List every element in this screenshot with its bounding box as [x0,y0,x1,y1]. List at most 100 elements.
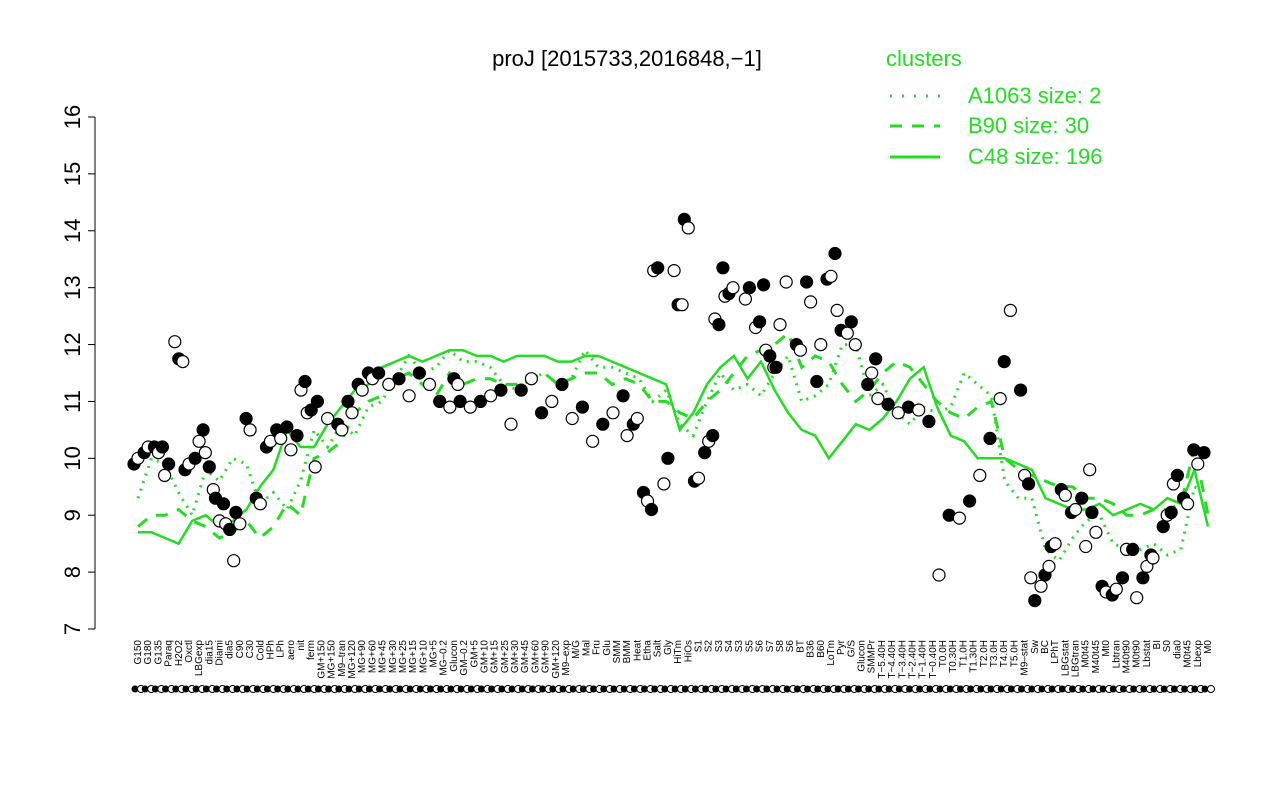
data-point [1156,519,1170,534]
x-tick-label: T−1.40H [918,640,929,679]
data-point [881,397,895,411]
data-point [402,389,416,403]
data-point [983,431,997,445]
x-marker-filled [427,685,435,693]
x-marker-filled [590,685,598,693]
x-tick-label: Sw [1030,639,1041,654]
x-marker-filled [844,685,852,693]
data-point [716,261,730,275]
x-tick-label: Pyr [836,639,847,655]
x-marker-filled [1048,685,1056,693]
x-marker-filled [1170,685,1178,693]
data-point [657,477,671,491]
data-point [1068,502,1083,517]
data-point [504,417,518,431]
x-tick-label: B36 [806,640,817,658]
x-marker-filled [325,685,333,693]
data-point [1024,571,1038,585]
data-point [335,423,349,437]
x-marker-filled [1018,685,1026,693]
x-marker-filled [936,685,944,693]
x-tick-label: HiTm [673,640,684,664]
x-marker-filled [345,685,353,693]
x-marker-filled [641,685,649,693]
data-point [973,468,987,482]
x-tick-label: S3 [714,640,725,653]
legend-entry-b90: B90 size: 30 [968,113,1089,138]
x-tick-label: G/S [846,640,857,658]
y-tick-label: 10 [60,446,85,470]
x-marker-filled [987,685,995,693]
x-marker-filled [1058,685,1066,693]
x-tick-label: M0 [1203,640,1214,654]
x-tick-label: GM+90 [541,640,552,674]
x-marker-filled [518,685,526,693]
data-point [239,411,253,426]
x-tick-label: GM+45 [520,640,531,674]
x-tick-label: LPhT [1050,640,1061,664]
y-tick-label: 8 [60,566,85,578]
x-tick-label: GM+150 [316,640,327,679]
data-point [243,423,257,437]
x-tick-label: T1.30H [969,640,980,673]
x-marker-filled [498,685,506,693]
x-tick-label: Glucon [449,640,460,672]
data-point [223,522,237,537]
x-tick-label: T0.30H [948,640,959,673]
x-tick-label: Cold [255,640,266,661]
x-tick-label: BI [1152,640,1163,649]
data-point [840,326,854,340]
x-tick-label: S4 [724,640,735,653]
x-tick-label: MG–0.2 [439,640,450,676]
data-point [681,221,695,235]
x-marker-filled [488,685,496,693]
x-marker-filled [467,685,475,693]
data-point [891,406,905,420]
x-tick-label: MG+25 [398,640,409,674]
x-marker-filled [783,685,791,693]
data-point [1126,542,1140,557]
data-point [514,383,528,397]
x-marker-filled [1028,685,1036,693]
data-point [667,264,681,278]
x-tick-label: Diami [215,640,226,666]
data-point [188,451,202,465]
data-point [793,343,808,357]
x-tick-label: Lbstat [1142,640,1153,667]
x-tick-label: S1 [693,640,704,653]
x-tick-label: M40t90 [1121,640,1132,674]
data-point [742,281,757,295]
x-tick-label: GM+10 [479,640,490,674]
x-marker-filled [610,685,618,693]
x-marker-filled [335,685,343,693]
x-marker-filled [804,685,812,693]
x-tick-label: T2.0H [979,640,990,667]
data-point [158,468,172,482]
data-point [830,303,844,317]
x-marker-filled [549,685,557,693]
x-tick-label: M40t45 [1091,640,1102,674]
data-point [871,392,885,406]
data-point [372,366,386,380]
x-marker-filled [141,685,149,693]
data-point [773,318,787,332]
x-tick-label: G135 [153,640,164,665]
x-tick-label: C30 [245,640,256,659]
x-marker-filled [406,685,414,693]
x-tick-label: BT [795,640,806,653]
x-marker-filled [865,685,873,693]
x-tick-label: T3.0H [989,640,1000,667]
data-point [253,497,267,511]
data-point [229,505,243,520]
data-point [196,423,210,437]
y-tick-label: 9 [60,509,85,521]
x-tick-label: G180 [143,640,154,665]
data-point [382,377,396,391]
data-point [675,298,689,312]
x-marker-filled [528,685,536,693]
x-tick-label: aero [286,640,297,660]
data-point [1075,491,1089,505]
data-point [844,315,858,329]
x-marker-filled [1089,685,1097,693]
x-tick-label: T1.0H [958,640,969,667]
